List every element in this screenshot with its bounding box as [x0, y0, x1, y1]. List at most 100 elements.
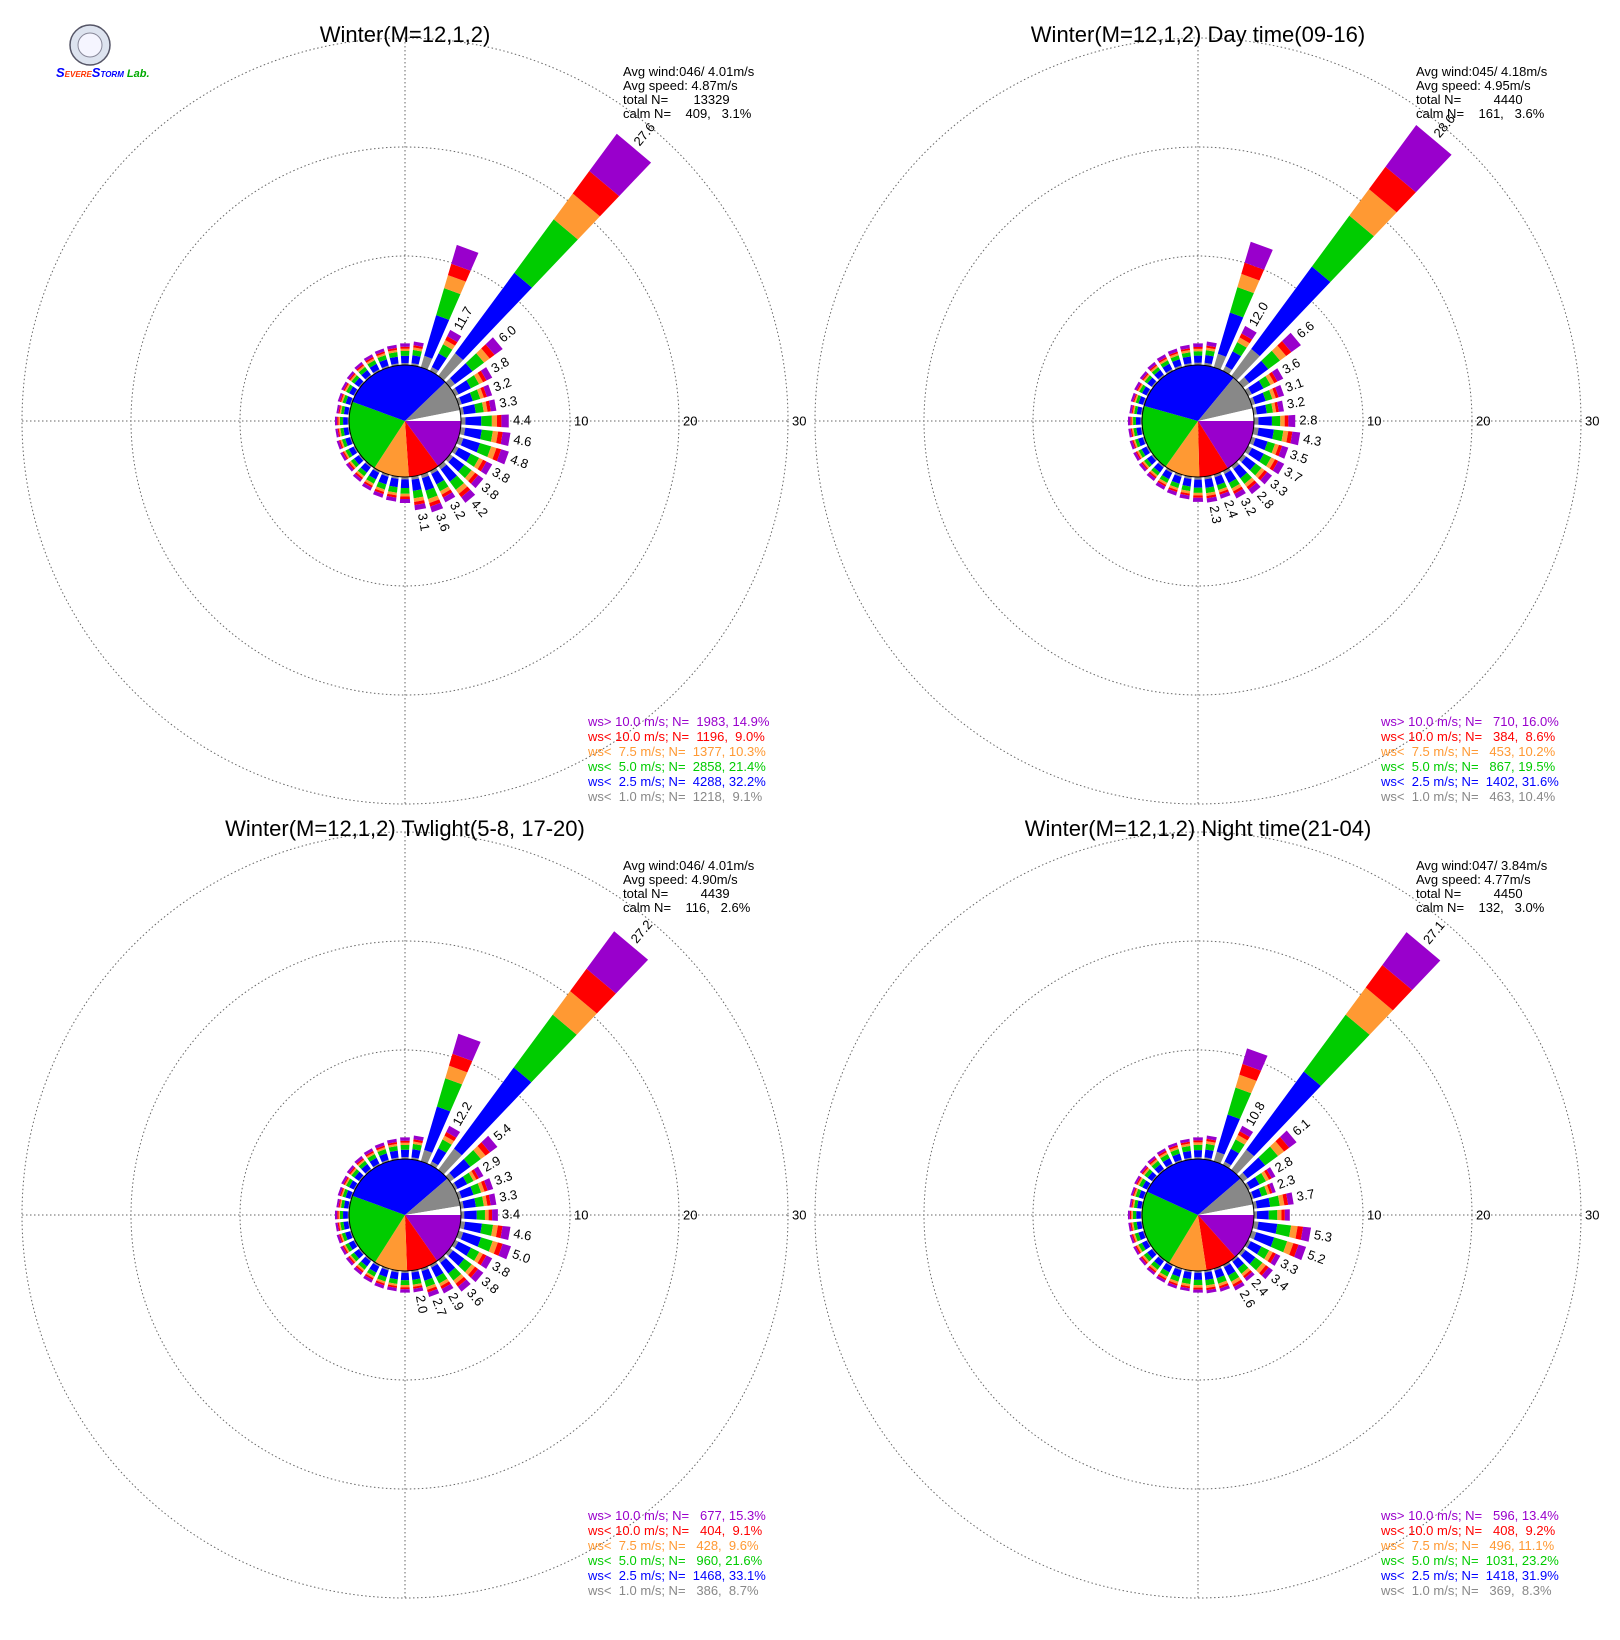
bar-segment — [374, 1142, 385, 1149]
bar-segment — [1181, 1145, 1191, 1153]
bar-segment — [1216, 1114, 1240, 1155]
bar-segment — [1290, 431, 1301, 446]
bar-segment — [386, 493, 397, 498]
bar-segment — [468, 1266, 479, 1278]
bar-segment — [1134, 438, 1141, 448]
sector-bar — [1213, 472, 1231, 499]
bar-segment — [343, 382, 349, 391]
legend-entry: ws< 10.0 m/s; N= 1196, 9.0% — [587, 729, 765, 744]
sector-bar — [429, 1261, 454, 1294]
bar-segment — [451, 1239, 459, 1249]
bar-segment — [449, 475, 465, 490]
bar-segment — [1193, 1150, 1203, 1158]
bar-segment — [1168, 1145, 1178, 1150]
bar-segment — [1206, 345, 1216, 350]
bar-segment — [1252, 427, 1259, 436]
legend-entry: ws> 10.0 m/s; N= 677, 15.3% — [587, 1508, 766, 1523]
bar-segment — [1385, 125, 1452, 193]
bar-segment — [1271, 415, 1281, 427]
bar-segment — [449, 1158, 471, 1179]
sector-bar — [456, 1178, 494, 1200]
bar-segment — [343, 1211, 348, 1219]
bar-segment — [445, 1065, 468, 1085]
bar-segment — [1253, 1232, 1275, 1247]
bar-segment — [1131, 1210, 1133, 1220]
legend-entry: ws< 10.0 m/s; N= 404, 9.1% — [587, 1523, 763, 1538]
bar-segment — [1146, 472, 1156, 481]
bar-segment — [1289, 1243, 1299, 1257]
bar-segment — [377, 1274, 387, 1282]
bar-segment — [358, 454, 365, 461]
bar-segment — [1249, 463, 1262, 476]
bar-segment — [1193, 1140, 1203, 1143]
speed-pie — [1141, 364, 1255, 478]
pie-slice — [1165, 421, 1200, 477]
bar-segment — [1135, 417, 1141, 425]
bar-segment — [1238, 454, 1247, 463]
bar-segment — [1206, 1286, 1216, 1291]
sector-bar — [1127, 1210, 1143, 1220]
bar-segment — [1294, 1244, 1307, 1261]
bar-segment — [381, 472, 390, 477]
bar-segment — [420, 1149, 433, 1164]
bar-segment — [448, 1250, 465, 1266]
bar-segment — [400, 1285, 410, 1288]
bar-segment — [1258, 376, 1271, 389]
bar-segment — [456, 1191, 462, 1200]
bar-segment — [1165, 369, 1174, 375]
bar-value-label: 27.2 — [628, 917, 656, 946]
bar-segment — [391, 475, 399, 479]
pie-slice — [1198, 1204, 1254, 1215]
sector-bar — [1238, 454, 1273, 485]
bar-segment — [1206, 1138, 1217, 1143]
bar-segment — [471, 1169, 480, 1180]
bar-segment — [1154, 369, 1164, 380]
bar-segment — [1129, 404, 1133, 414]
legend-entry: ws< 7.5 m/s; N= 1377, 10.3% — [587, 744, 766, 759]
sector-bar — [337, 1186, 354, 1200]
sector-bar — [1252, 1192, 1294, 1209]
bar-segment — [341, 438, 348, 448]
bar-segment — [1231, 461, 1240, 470]
bar-segment — [476, 348, 490, 363]
bar-segment — [341, 394, 346, 403]
bar-segment — [1234, 488, 1246, 499]
sector-bar — [1204, 1135, 1217, 1161]
bar-segment — [1131, 405, 1135, 414]
bar-segment — [441, 1283, 454, 1294]
bar-segment — [1244, 1182, 1251, 1191]
bar-segment — [1142, 1167, 1150, 1176]
bar-segment — [381, 1266, 390, 1271]
bar-segment — [1133, 427, 1138, 437]
bar-segment — [1158, 1150, 1167, 1157]
bar-segment — [425, 487, 438, 500]
sector-bar — [1193, 343, 1203, 366]
sector-bar — [335, 1221, 351, 1232]
bar-segment — [345, 448, 353, 458]
logo-text-part-3: TORM — [100, 70, 124, 79]
legend-entry: ws< 5.0 m/s; N= 1031, 23.2% — [1380, 1553, 1559, 1568]
bar-segment — [572, 171, 620, 217]
bar-segment — [339, 1187, 344, 1197]
pie-slice — [352, 365, 446, 421]
bar-segment — [334, 1210, 338, 1220]
bar-segment — [430, 502, 444, 513]
bar-segment — [334, 416, 338, 426]
wind-rose-panel-2: 10 20 3012.227.25.42.93.33.33.44.65.03.83.… — [21, 816, 806, 1599]
bar-segment — [1131, 1199, 1134, 1208]
bar-segment — [1138, 462, 1147, 472]
bar-segment — [400, 346, 410, 349]
bar-segment — [440, 1258, 456, 1274]
bar-segment — [1214, 474, 1225, 486]
sector-bar — [1204, 341, 1217, 367]
bar-segment — [483, 384, 493, 397]
bar-segment — [1259, 453, 1272, 467]
bar-segment — [1241, 1267, 1251, 1277]
bar-segment — [1237, 1263, 1249, 1274]
bar-segment — [338, 416, 340, 426]
bar-segment — [1260, 472, 1273, 485]
bar-segment — [1244, 1239, 1251, 1248]
pie-slice — [1144, 365, 1234, 421]
sector-bar — [1253, 414, 1296, 428]
bar-segment — [1129, 1210, 1132, 1220]
